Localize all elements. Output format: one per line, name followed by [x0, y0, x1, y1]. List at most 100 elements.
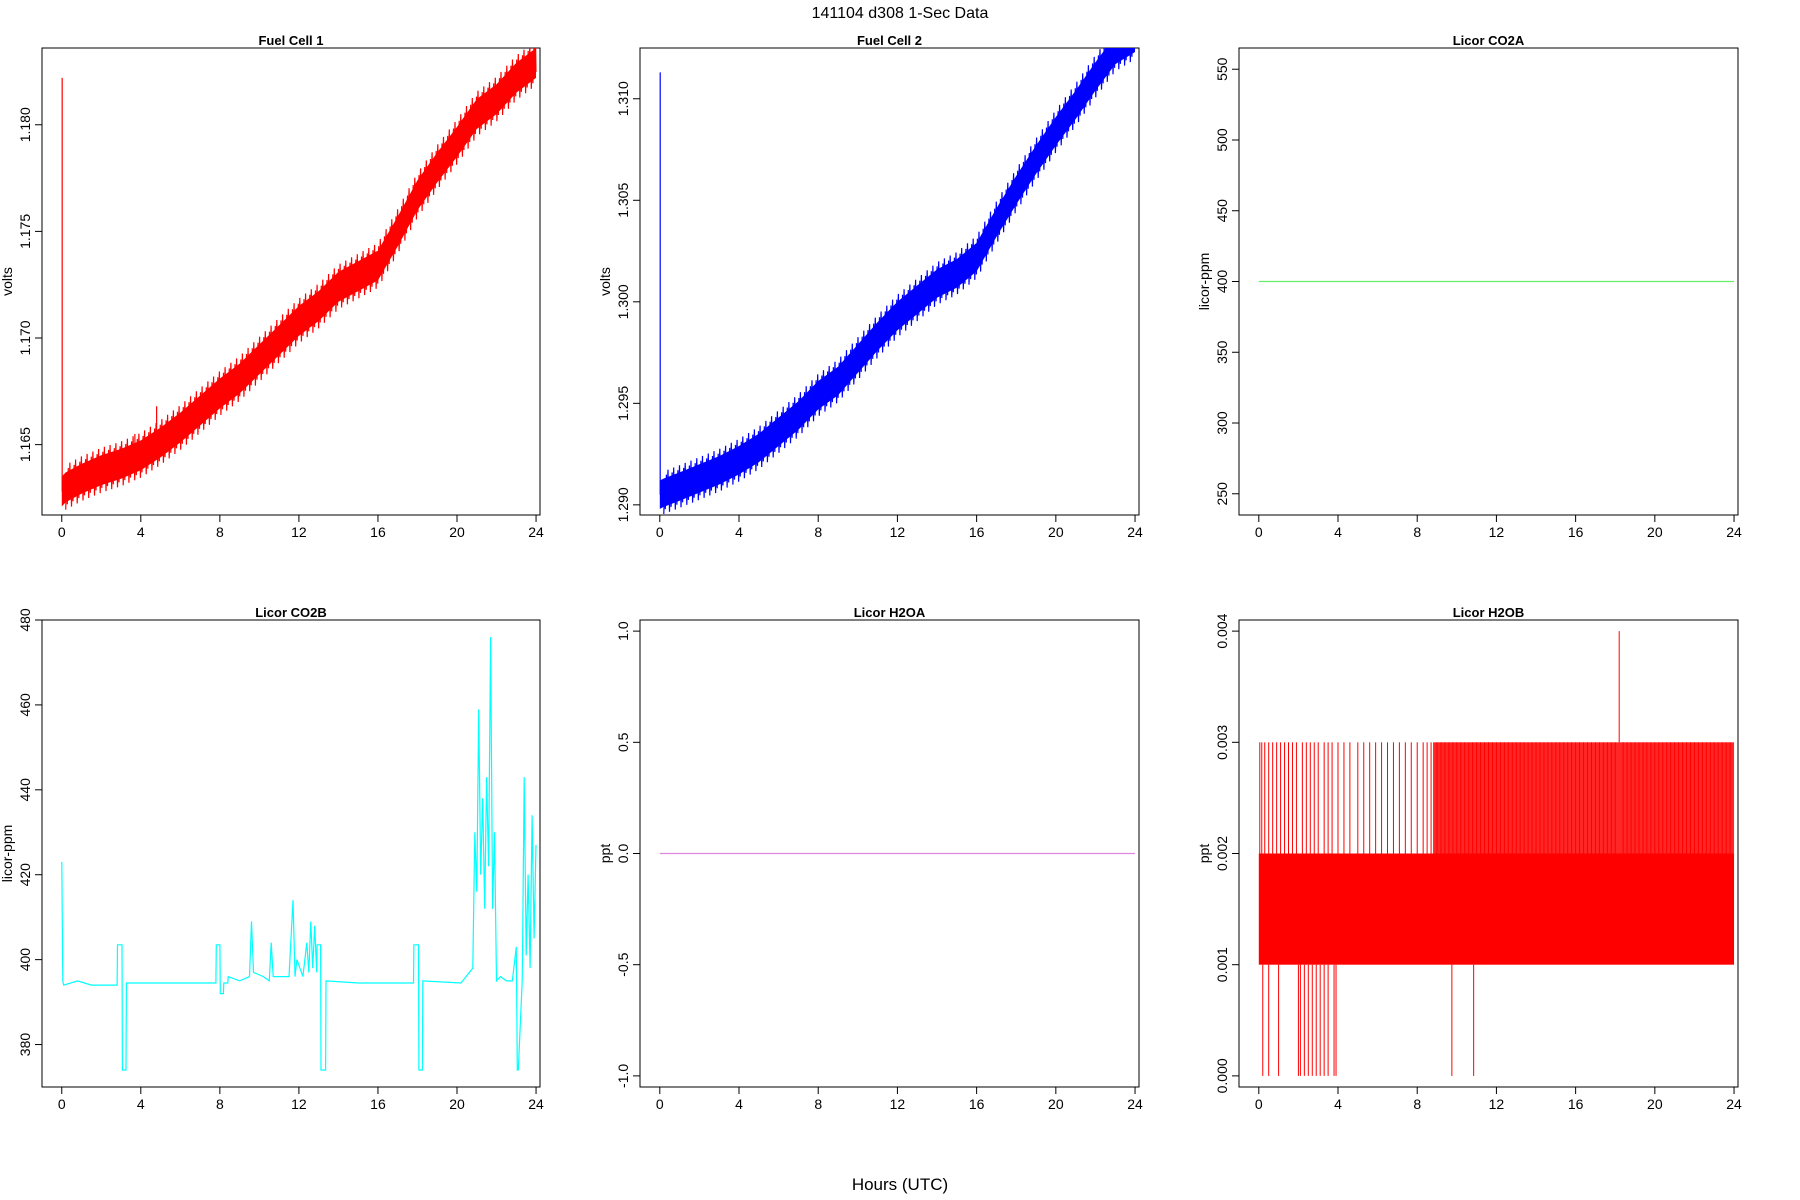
x-tick-label: 8 [1413, 1096, 1421, 1112]
x-tick-label: 16 [969, 524, 985, 540]
x-tick-label: 16 [1568, 524, 1584, 540]
x-tick-label: 4 [735, 524, 743, 540]
x-tick-label: 16 [1568, 1096, 1584, 1112]
panel-2: Fuel Cell 2 volts 0 4 8 12 16 20 24 1.290 1.295 1.3… [597, 33, 1143, 540]
x-tick-label: 12 [890, 524, 906, 540]
y-tick-label: 400 [1214, 270, 1230, 294]
x-tick-label: 0 [1255, 1096, 1263, 1112]
y-tick-label: -1.0 [615, 1064, 631, 1088]
x-tick-label: 12 [1489, 1096, 1505, 1112]
y-tick-label: 0.0 [615, 844, 631, 864]
y-tick-label: 400 [17, 948, 33, 972]
x-tick-label: 4 [137, 1096, 145, 1112]
y-tick-label: 250 [1214, 482, 1230, 506]
series-band [1258, 853, 1735, 965]
x-tick-label: 24 [1726, 524, 1742, 540]
panel-5: Licor H2OA ppt 0 4 8 12 16 20 24 -1.0 -0.5 0.0 0.5 1.… [597, 605, 1143, 1112]
x-tick-label: 16 [969, 1096, 985, 1112]
panel-title: Licor H2OA [854, 605, 926, 620]
y-tick-label: 460 [17, 693, 33, 717]
x-tick-label: 20 [449, 1096, 465, 1112]
x-tick-label: 20 [1048, 1096, 1064, 1112]
plot-area [1258, 631, 1735, 1076]
x-tick-label: 20 [1647, 524, 1663, 540]
figure-title: 141104 d308 1-Sec Data [812, 5, 989, 22]
panel-title: Licor CO2A [1453, 33, 1525, 48]
plot-area [61, 636, 537, 1071]
plot-area [659, 48, 1136, 515]
x-tick-label: 16 [370, 524, 386, 540]
panel-3: Licor CO2A licor-ppm 0 4 8 12 16 20 24 250 300 350 4… [1196, 33, 1742, 540]
y-tick-label: 1.300 [615, 284, 631, 319]
x-tick-label: 8 [814, 1096, 822, 1112]
y-tick-label: 1.175 [17, 214, 33, 249]
y-tick-label: 0.004 [1214, 613, 1230, 648]
figure-x-axis-label: Hours (UTC) [852, 1175, 948, 1194]
x-tick-label: 24 [1127, 524, 1143, 540]
series-line [61, 636, 537, 1071]
x-tick-label: 0 [656, 1096, 664, 1112]
y-axis-label: licor-ppm [1196, 253, 1212, 311]
y-tick-label: 500 [1214, 128, 1230, 152]
x-tick-label: 0 [656, 524, 664, 540]
y-axis-label: volts [0, 267, 15, 296]
series-upper-band [1433, 742, 1735, 854]
x-tick-label: 24 [528, 1096, 544, 1112]
panel-title: Fuel Cell 2 [857, 33, 922, 48]
panel-grid: Fuel Cell 1 volts 0 4 8 12 16 20 24 1.165 1.170 1.1… [0, 33, 1742, 1112]
y-tick-label: 350 [1214, 340, 1230, 364]
y-tick-label: 1.310 [615, 81, 631, 116]
y-axis-label: volts [597, 267, 613, 296]
x-tick-label: 16 [370, 1096, 386, 1112]
x-tick-label: 4 [137, 524, 145, 540]
y-axis-label: licor-ppm [0, 825, 15, 883]
x-tick-label: 20 [1647, 1096, 1663, 1112]
y-tick-label: 380 [17, 1033, 33, 1057]
x-tick-label: 20 [1048, 524, 1064, 540]
x-tick-label: 0 [58, 1096, 66, 1112]
x-tick-label: 0 [58, 524, 66, 540]
x-tick-label: 8 [814, 524, 822, 540]
x-tick-label: 0 [1255, 524, 1263, 540]
x-tick-label: 24 [1127, 1096, 1143, 1112]
y-tick-label: 420 [17, 863, 33, 887]
x-tick-label: 24 [1726, 1096, 1742, 1112]
y-tick-label: 0.001 [1214, 947, 1230, 982]
panel-title: Licor H2OB [1453, 605, 1525, 620]
y-tick-label: 550 [1214, 57, 1230, 81]
panel-4: Licor CO2B licor-ppm 0 4 8 12 16 20 24 380 400 420 4… [0, 605, 544, 1112]
y-tick-label: 1.165 [17, 427, 33, 462]
x-tick-label: 20 [449, 524, 465, 540]
y-tick-label: 0.002 [1214, 836, 1230, 871]
y-tick-label: 0.003 [1214, 725, 1230, 760]
plot-area [61, 48, 537, 510]
y-tick-label: 1.305 [615, 183, 631, 218]
x-tick-label: 12 [890, 1096, 906, 1112]
x-tick-label: 8 [216, 1096, 224, 1112]
panel-1: Fuel Cell 1 volts 0 4 8 12 16 20 24 1.165 1.170 1.1… [0, 33, 544, 540]
series-noise [65, 48, 537, 510]
y-tick-label: 0.5 [615, 732, 631, 752]
y-tick-label: 1.170 [17, 320, 33, 355]
y-tick-label: 0.000 [1214, 1058, 1230, 1093]
y-tick-label: 300 [1214, 411, 1230, 435]
x-tick-label: 24 [528, 524, 544, 540]
x-tick-label: 8 [1413, 524, 1421, 540]
y-tick-label: 1.295 [615, 386, 631, 421]
y-tick-label: -0.5 [615, 952, 631, 976]
x-tick-label: 8 [216, 524, 224, 540]
series-noise [663, 48, 1135, 515]
y-axis-label: ppt [597, 844, 613, 864]
y-tick-label: 1.0 [615, 621, 631, 641]
x-tick-label: 4 [735, 1096, 743, 1112]
panel-title: Fuel Cell 1 [258, 33, 323, 48]
y-tick-label: 1.290 [615, 487, 631, 522]
panel-title: Licor CO2B [255, 605, 327, 620]
plot-frame [41, 619, 541, 1088]
panel-6: Licor H2OB ppt 0 4 8 12 16 20 24 0.000 0.001 0.002 0… [1196, 605, 1742, 1112]
series-band [659, 48, 1136, 509]
y-tick-label: 1.180 [17, 107, 33, 142]
x-tick-label: 4 [1334, 524, 1342, 540]
x-tick-label: 12 [1489, 524, 1505, 540]
